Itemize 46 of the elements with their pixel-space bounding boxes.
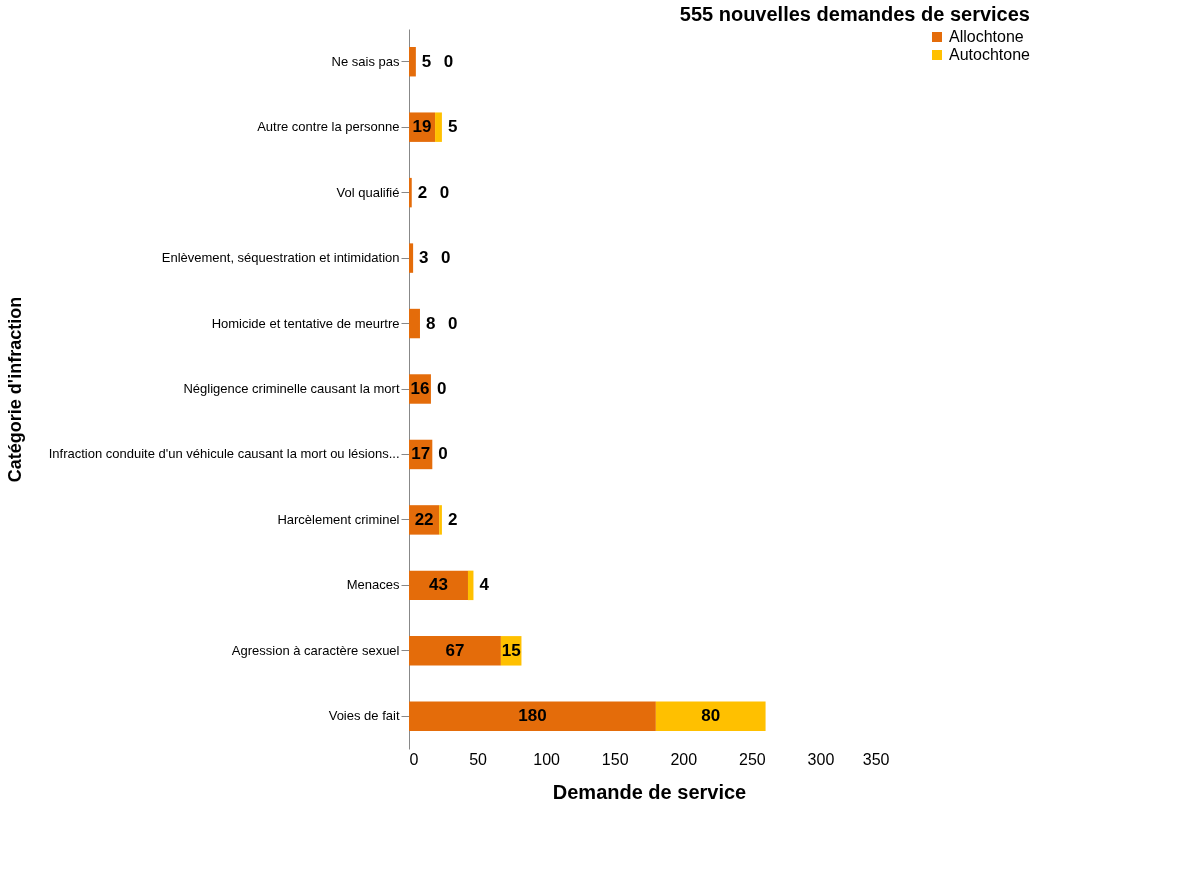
x-axis-title: Demande de service [552,780,747,803]
chart-title: 555 nouvelles demandes de services [679,3,1030,25]
data-label: 19 [412,117,432,137]
data-label: 5 [447,117,458,137]
data-label: 180 [518,706,547,726]
data-label: 3 [419,248,429,268]
data-label: 22 [414,509,434,529]
data-label: 0 [439,182,450,202]
y-axis-title: Catégorie d'infraction [4,296,25,483]
y-tick-label: Enlèvement, séquestration et intimidation [161,250,400,266]
x-tick-label: 300 [807,750,835,768]
data-label: 0 [436,379,447,398]
y-tick-label: Harcèlement criminel [277,511,400,527]
legend-label: Allochtone [949,28,1024,45]
x-tick-label: 150 [601,750,629,768]
y-tick-label: Voies de fait [328,708,400,724]
data-label: 67 [445,640,465,660]
data-label: 43 [429,575,448,595]
data-label: 15 [501,640,521,660]
data-label: 0 [438,444,448,464]
data-label: 0 [443,51,454,71]
data-label: 0 [441,248,451,268]
x-tick-label: 250 [739,750,766,768]
x-tick-label: 0 [409,750,419,768]
x-tick-label: 350 [862,750,890,768]
y-tick-label: Autre contre la personne [257,119,400,135]
y-tick-label: Ne sais pas [331,53,400,69]
data-label: 2 [417,182,428,202]
data-label: 5 [421,51,432,71]
y-tick-label: Infraction conduite d'un véhicule causant la mort ou lésions... [48,446,400,462]
y-tick-label: Menaces [346,577,400,593]
data-label: 4 [479,575,490,595]
data-label: 16 [410,379,430,398]
x-tick-label: 200 [670,750,698,768]
x-tick-label: 50 [469,750,488,768]
y-tick-label: Homicide et tentative de meurtre [211,315,400,331]
y-tick-label: Agression à caractère sexuel [231,642,400,658]
y-tick-label: Négligence criminelle causant la mort [183,381,400,396]
legend-label: Autochtone [949,46,1031,63]
data-label: 80 [701,706,721,726]
data-label: 2 [447,509,458,529]
data-label: 0 [447,313,458,333]
data-label: 17 [411,444,431,464]
x-tick-label: 100 [533,750,561,768]
data-label: 8 [425,313,436,333]
y-tick-label: Vol qualifié [336,184,400,200]
